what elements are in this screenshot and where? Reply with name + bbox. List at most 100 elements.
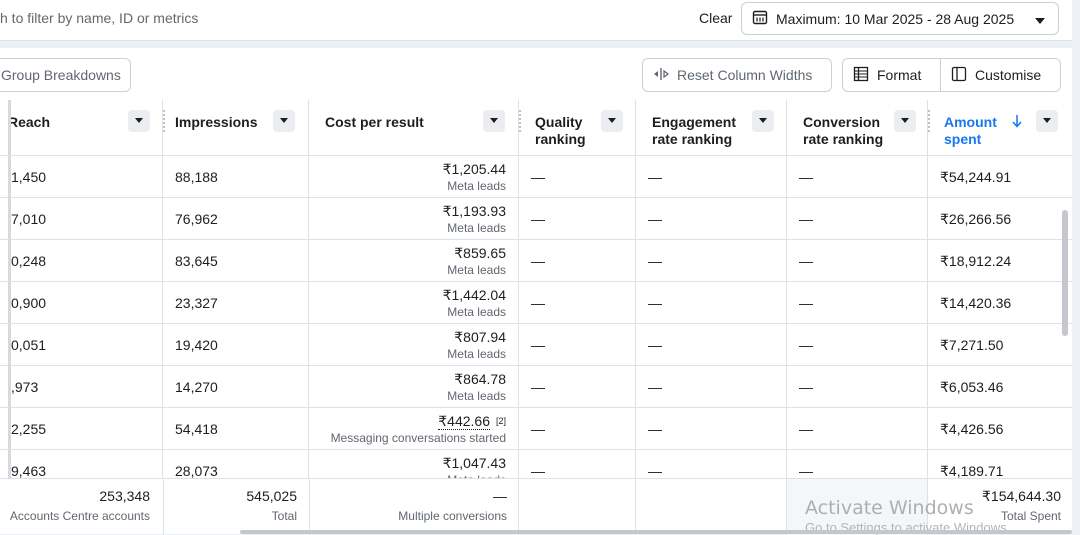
sort-descending-arrow-icon[interactable] bbox=[1012, 114, 1022, 131]
cell-cost: ₹442.66 [2] Messaging conversations starte… bbox=[309, 408, 518, 449]
column-header-label: Impressions bbox=[175, 114, 258, 130]
filter-bar: h to filter by name, ID or metrics Clear… bbox=[0, 0, 1072, 41]
cell-engagement: — bbox=[636, 282, 786, 323]
format-label: Format bbox=[877, 67, 922, 83]
table-row[interactable]: 0,248 83,645 ₹859.65 Meta leads — — — ₹18,912.2… bbox=[0, 240, 1072, 282]
quality-value: — bbox=[531, 337, 545, 353]
total-reach-caption: Accounts Centre accounts bbox=[9, 509, 150, 523]
cell-impressions: 54,418 bbox=[163, 408, 308, 449]
quality-value: — bbox=[531, 379, 545, 395]
table-row[interactable]: 0,051 19,420 ₹807.94 Meta leads — — — ₹7,271.50 bbox=[0, 324, 1072, 366]
total-amount-caption: Total Spent bbox=[1000, 509, 1061, 523]
horizontal-scrollbar[interactable] bbox=[240, 530, 1072, 534]
column-divider[interactable] bbox=[518, 100, 519, 530]
column-menu-caret-icon[interactable] bbox=[752, 110, 774, 132]
reset-column-widths-label: Reset Column Widths bbox=[677, 67, 813, 83]
column-divider[interactable] bbox=[162, 100, 163, 530]
total-cost-caption: Multiple conversions bbox=[398, 509, 507, 523]
column-divider[interactable] bbox=[786, 100, 787, 530]
column-header-cost-per-result[interactable]: Cost per result bbox=[309, 100, 518, 156]
column-menu-caret-icon[interactable] bbox=[894, 110, 916, 132]
cost-amount: ₹807.94 bbox=[454, 329, 506, 345]
cell-quality: — bbox=[519, 408, 635, 449]
result-type-label: Meta leads bbox=[447, 221, 506, 235]
cell-engagement: — bbox=[636, 324, 786, 365]
column-menu-caret-icon[interactable] bbox=[1036, 110, 1058, 132]
reset-column-widths-button[interactable]: Reset Column Widths bbox=[642, 58, 832, 92]
impressions-value: 76,962 bbox=[175, 211, 218, 227]
reach-value: 7,010 bbox=[11, 211, 47, 227]
group-breakdowns-label: Group Breakdowns bbox=[1, 67, 121, 83]
amount-value: ₹6,053.46 bbox=[940, 379, 1004, 395]
cost-per-result-value: ₹864.78 bbox=[454, 371, 506, 388]
cell-conversion: — bbox=[787, 324, 927, 365]
column-header-quality-ranking[interactable]: Quality ranking bbox=[519, 100, 635, 156]
table-row[interactable]: 1,450 88,188 ₹1,205.44 Meta leads — — — ₹54,244… bbox=[0, 156, 1072, 198]
cost-amount: ₹859.65 bbox=[454, 245, 506, 261]
pinned-column-edge bbox=[8, 100, 11, 534]
reach-value: 2,255 bbox=[11, 421, 47, 437]
cell-engagement: — bbox=[636, 156, 786, 197]
table-row[interactable]: 0,900 23,327 ₹1,442.04 Meta leads — — — ₹14,420… bbox=[0, 282, 1072, 324]
table-row[interactable]: 7,010 76,962 ₹1,193.93 Meta leads — — — ₹26,266… bbox=[0, 198, 1072, 240]
cell-quality: — bbox=[519, 240, 635, 281]
amount-value: ₹18,912.24 bbox=[940, 253, 1012, 269]
impressions-value: 14,270 bbox=[175, 379, 218, 395]
impressions-value: 28,073 bbox=[175, 463, 218, 479]
customise-button[interactable]: Customise bbox=[941, 59, 1041, 91]
cost-per-result-value: ₹859.65 bbox=[454, 245, 506, 262]
ads-table-panel: Group Breakdowns Reset Column Widths For… bbox=[0, 48, 1072, 534]
group-breakdowns-button[interactable]: Group Breakdowns bbox=[0, 58, 131, 92]
conversion-value: — bbox=[799, 295, 813, 311]
cell-reach: 0,900 bbox=[0, 282, 162, 323]
conversion-value: — bbox=[799, 169, 813, 185]
column-header-reach[interactable]: Reach bbox=[0, 100, 162, 156]
calendar-icon bbox=[752, 9, 768, 28]
column-header-impressions[interactable]: Impressions bbox=[163, 100, 308, 156]
columns-icon bbox=[951, 66, 967, 85]
column-header-engagement-rate-ranking[interactable]: Engagement rate ranking bbox=[636, 100, 786, 156]
column-divider[interactable] bbox=[927, 100, 928, 530]
cost-amount: ₹864.78 bbox=[454, 371, 506, 387]
engagement-value: — bbox=[648, 379, 662, 395]
column-divider[interactable] bbox=[308, 100, 309, 530]
column-header-conversion-rate-ranking[interactable]: Conversion rate ranking bbox=[787, 100, 927, 156]
quality-value: — bbox=[531, 169, 545, 185]
cell-quality: — bbox=[519, 282, 635, 323]
column-header-label: rate ranking bbox=[803, 131, 884, 147]
column-menu-caret-icon[interactable] bbox=[273, 110, 295, 132]
conversion-value: — bbox=[799, 379, 813, 395]
quality-value: — bbox=[531, 421, 545, 437]
column-header-label: spent bbox=[944, 131, 982, 147]
amount-value: ₹7,271.50 bbox=[940, 337, 1004, 353]
total-impressions-caption: Total bbox=[271, 509, 297, 523]
cell-amount: ₹14,420.36 bbox=[928, 282, 1072, 323]
column-menu-caret-icon[interactable] bbox=[128, 110, 150, 132]
search-input[interactable]: h to filter by name, ID or metrics bbox=[0, 10, 199, 26]
conversion-value: — bbox=[799, 253, 813, 269]
total-conversion-ranking bbox=[786, 479, 928, 535]
cost-per-result-value: ₹1,205.44 bbox=[443, 161, 506, 178]
cell-impressions: 14,270 bbox=[163, 366, 308, 407]
amount-value: ₹4,426.56 bbox=[940, 421, 1004, 437]
engagement-value: — bbox=[648, 295, 662, 311]
column-header-amount-spent[interactable]: Amount spent bbox=[928, 100, 1072, 156]
cell-cost: ₹807.94 Meta leads bbox=[309, 324, 518, 365]
cell-cost: ₹1,193.93 Meta leads bbox=[309, 198, 518, 239]
table-row[interactable]: 2,255 54,418 ₹442.66 [2] Messaging conversat… bbox=[0, 408, 1072, 450]
table-row[interactable]: ,973 14,270 ₹864.78 Meta leads — — — ₹6,053.46 bbox=[0, 366, 1072, 408]
engagement-value: — bbox=[648, 253, 662, 269]
column-menu-caret-icon[interactable] bbox=[601, 110, 623, 132]
cost-per-result-value: ₹1,047.43 bbox=[443, 455, 506, 472]
format-button[interactable]: Format bbox=[843, 59, 941, 91]
vertical-scrollbar[interactable] bbox=[1062, 210, 1068, 336]
clear-button[interactable]: Clear bbox=[699, 10, 733, 26]
column-menu-caret-icon[interactable] bbox=[483, 110, 505, 132]
impressions-value: 83,645 bbox=[175, 253, 218, 269]
cell-conversion: — bbox=[787, 366, 927, 407]
column-divider[interactable] bbox=[635, 100, 636, 530]
date-range-button[interactable]: Maximum: 10 Mar 2025 - 28 Aug 2025 bbox=[741, 2, 1059, 35]
cost-amount[interactable]: ₹442.66 bbox=[438, 413, 490, 430]
conversion-value: — bbox=[799, 337, 813, 353]
impressions-value: 54,418 bbox=[175, 421, 218, 437]
